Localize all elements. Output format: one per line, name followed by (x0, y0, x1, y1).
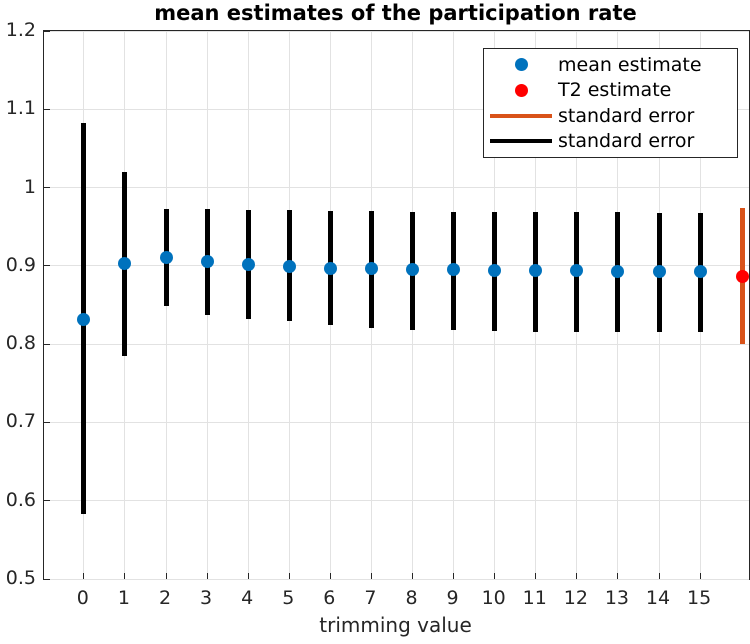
legend-dot-marker-icon (484, 58, 558, 72)
gridline-horizontal (44, 343, 749, 345)
y-tick-mark (44, 265, 50, 267)
x-tick-label: 0 (76, 587, 89, 609)
mean-estimate-point (693, 264, 707, 278)
mean-estimate-point (611, 264, 625, 278)
mean-estimate-point (200, 254, 214, 268)
gridline-horizontal (44, 30, 749, 32)
y-tick-mark (44, 343, 50, 345)
x-tick-mark (247, 573, 249, 579)
mean-estimate-point (570, 264, 584, 278)
gridline-horizontal (44, 187, 749, 189)
x-tick-label: 12 (563, 587, 588, 609)
legend-entry-label: mean estimate (558, 53, 702, 76)
x-tick-mark (535, 573, 537, 579)
legend: mean estimate T2 estimate standard error st… (483, 48, 738, 158)
dot-marker (514, 83, 528, 97)
x-tick-mark (288, 573, 290, 579)
y-tick-label: 1.2 (5, 19, 36, 41)
x-tick-mark (699, 573, 701, 579)
legend-entry-label: standard error (558, 130, 695, 153)
x-tick-label: 6 (323, 587, 336, 609)
x-tick-label: 10 (481, 587, 506, 609)
legend-entry: standard error (484, 129, 737, 154)
gridline-horizontal (44, 578, 749, 580)
x-tick-label: 2 (158, 587, 172, 609)
x-tick-mark (412, 573, 414, 579)
gridline-horizontal (44, 500, 749, 502)
y-tick-label: 0.7 (5, 410, 36, 433)
x-tick-mark (165, 573, 167, 579)
y-tick-mark (44, 500, 50, 502)
mean-estimate-point (118, 257, 132, 270)
y-tick-label: 1 (23, 175, 36, 198)
x-tick-label: 8 (405, 587, 418, 609)
mean-estimate-point (652, 264, 666, 278)
chart-title: mean estimates of the participation rate (154, 1, 637, 25)
gridline-horizontal (44, 265, 749, 267)
line-marker (490, 139, 552, 144)
mean-estimate-point (77, 312, 91, 326)
y-tick-mark (44, 108, 50, 110)
x-tick-label: 13 (604, 587, 630, 609)
gridline-horizontal (44, 421, 749, 423)
x-tick-label: 7 (364, 587, 377, 609)
x-tick-label: 15 (687, 587, 712, 609)
y-tick-label: 0.8 (5, 332, 36, 355)
legend-entry: standard error (484, 103, 737, 128)
mean-estimate-point (406, 263, 420, 277)
legend-entry-label: T2 estimate (558, 79, 672, 102)
x-tick-mark (617, 573, 619, 579)
x-tick-label: 5 (282, 587, 295, 609)
x-tick-label: 1 (117, 587, 130, 609)
x-axis-label: trimming value (319, 613, 472, 637)
x-tick-label: 3 (200, 587, 213, 609)
x-tick-mark (658, 573, 660, 579)
mean-estimate-point (488, 264, 502, 278)
x-tick-mark (124, 573, 126, 579)
mean-estimate-point (159, 250, 173, 264)
legend-entry: T2 estimate (484, 78, 737, 103)
mean-estimate-point (282, 260, 296, 274)
mean-estimate-point (241, 257, 255, 271)
y-tick-label: 0.5 (5, 567, 36, 589)
mean-estimate-point (323, 261, 337, 275)
x-tick-mark (576, 573, 578, 579)
legend-dot-marker-icon (484, 83, 558, 97)
x-tick-label: 11 (522, 587, 547, 609)
line-marker (490, 113, 552, 118)
y-tick-mark (44, 578, 50, 580)
y-tick-mark (44, 30, 50, 32)
x-tick-label: 9 (446, 587, 459, 609)
x-tick-mark (83, 573, 85, 579)
x-tick-mark (370, 573, 372, 579)
y-tick-mark (44, 421, 50, 423)
mean-estimate-point (529, 264, 543, 278)
y-tick-label: 0.6 (5, 488, 36, 511)
legend-entry: mean estimate (484, 52, 737, 77)
x-tick-label: 4 (241, 587, 254, 609)
gridline-horizontal (44, 108, 749, 110)
y-tick-label: 1.1 (5, 97, 36, 120)
mean-estimate-point (364, 262, 378, 276)
legend-line-marker-icon (484, 139, 558, 144)
legend-entry-label: standard error (558, 104, 695, 127)
legend-line-marker-icon (484, 113, 558, 118)
x-tick-mark (494, 573, 496, 579)
x-tick-mark (329, 573, 331, 579)
t2-estimate-point (735, 270, 749, 284)
y-tick-mark (44, 187, 50, 189)
y-tick-label: 0.9 (5, 253, 36, 276)
x-tick-label: 14 (645, 587, 671, 609)
x-tick-mark (453, 573, 455, 579)
x-tick-mark (206, 573, 208, 579)
mean-estimate-point (447, 263, 461, 277)
dot-marker (514, 58, 528, 72)
